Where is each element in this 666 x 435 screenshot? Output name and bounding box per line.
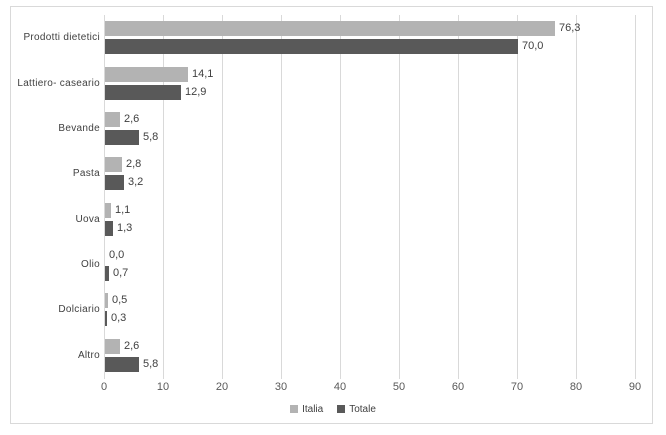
legend-label: Totale [349, 403, 376, 415]
bar-totale [105, 129, 139, 145]
bar-totale [105, 175, 124, 191]
category-label: Uova [75, 213, 100, 225]
gridline [340, 15, 341, 379]
category-axis-line [104, 15, 105, 379]
bar-italia [105, 21, 555, 37]
gridline [635, 15, 636, 379]
bar-totale [105, 266, 109, 282]
gridline [281, 15, 282, 379]
bar-italia [105, 157, 122, 173]
x-tick-label: 50 [392, 381, 406, 393]
category-label: Prodotti dietetici [23, 32, 100, 44]
gridline [517, 15, 518, 379]
bar-value-label: 3,2 [128, 176, 144, 189]
gridline [399, 15, 400, 379]
category-label: Pasta [72, 168, 100, 180]
x-tick-label: 0 [100, 381, 108, 393]
bar-totale [105, 39, 518, 55]
bar-value-label: 2,8 [126, 158, 142, 171]
bar-value-label: 2,6 [124, 112, 140, 125]
legend: Italia Totale [0, 402, 666, 416]
x-tick-label: 70 [510, 381, 524, 393]
bar-value-label: 0,0 [109, 249, 125, 262]
x-tick-label: 80 [569, 381, 583, 393]
bar-value-label: 5,8 [143, 357, 159, 370]
category-label: Olio [81, 259, 100, 271]
x-tick-label: 10 [156, 381, 170, 393]
bar-value-label: 12,9 [185, 85, 207, 98]
x-tick-label: 40 [333, 381, 347, 393]
bar-value-label: 0,5 [112, 294, 128, 307]
x-tick-label: 90 [628, 381, 642, 393]
bar-totale [105, 311, 107, 327]
bar-italia [105, 66, 188, 82]
legend-item-italia: Italia [290, 404, 323, 415]
legend-swatch-italia [290, 405, 299, 413]
bar-value-label: 1,1 [115, 203, 131, 216]
bar-italia [105, 111, 120, 127]
x-tick-label: 20 [215, 381, 229, 393]
legend-item-totale: Totale [337, 404, 376, 415]
gridline [163, 15, 164, 379]
bar-italia [105, 293, 108, 309]
legend-label: Italia [302, 403, 324, 415]
bar-value-label: 1,3 [117, 221, 133, 234]
category-label: Bevande [58, 122, 100, 134]
bar-value-label: 0,3 [111, 312, 127, 325]
bar-totale [105, 356, 139, 372]
bar-value-label: 14,1 [192, 67, 214, 80]
bar-value-label: 76,3 [559, 22, 581, 35]
bar-italia [105, 202, 111, 218]
legend-swatch-totale [337, 405, 346, 413]
x-tick-label: 60 [451, 381, 465, 393]
category-label: Dolciario [58, 304, 100, 316]
bar-value-label: 70,0 [522, 40, 544, 53]
category-label: Lattiero- caseario [17, 77, 100, 89]
gridline [458, 15, 459, 379]
gridline [222, 15, 223, 379]
bar-value-label: 0,7 [113, 267, 129, 280]
bar-italia [105, 338, 120, 354]
bar-value-label: 5,8 [143, 130, 159, 143]
bar-totale [105, 220, 113, 236]
x-tick-label: 30 [274, 381, 288, 393]
category-label: Altro [77, 349, 100, 361]
gridline [576, 15, 577, 379]
bar-totale [105, 84, 181, 100]
bar-value-label: 2,6 [124, 339, 140, 352]
